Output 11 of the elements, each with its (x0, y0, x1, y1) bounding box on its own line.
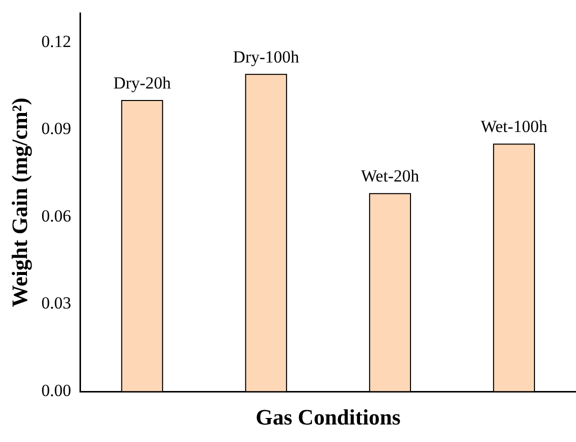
y-tick-label: 0.00 (41, 381, 72, 400)
x-tick-label: Dry-100h (233, 47, 300, 66)
y-tick-label: 0.09 (41, 119, 72, 138)
x-axis-title: Gas Conditions (256, 404, 401, 430)
y-tick-label: 0.03 (41, 294, 72, 313)
y-tick-label: 0.06 (41, 206, 72, 226)
x-tick-label: Wet-100h (480, 117, 548, 136)
y-tick-label: 0.12 (41, 32, 72, 51)
y-axis-title: Weight Gain (mg/cm²) (6, 98, 32, 308)
x-tick-label: Dry-20h (113, 73, 172, 92)
x-tick-label: Wet-20h (360, 166, 420, 186)
